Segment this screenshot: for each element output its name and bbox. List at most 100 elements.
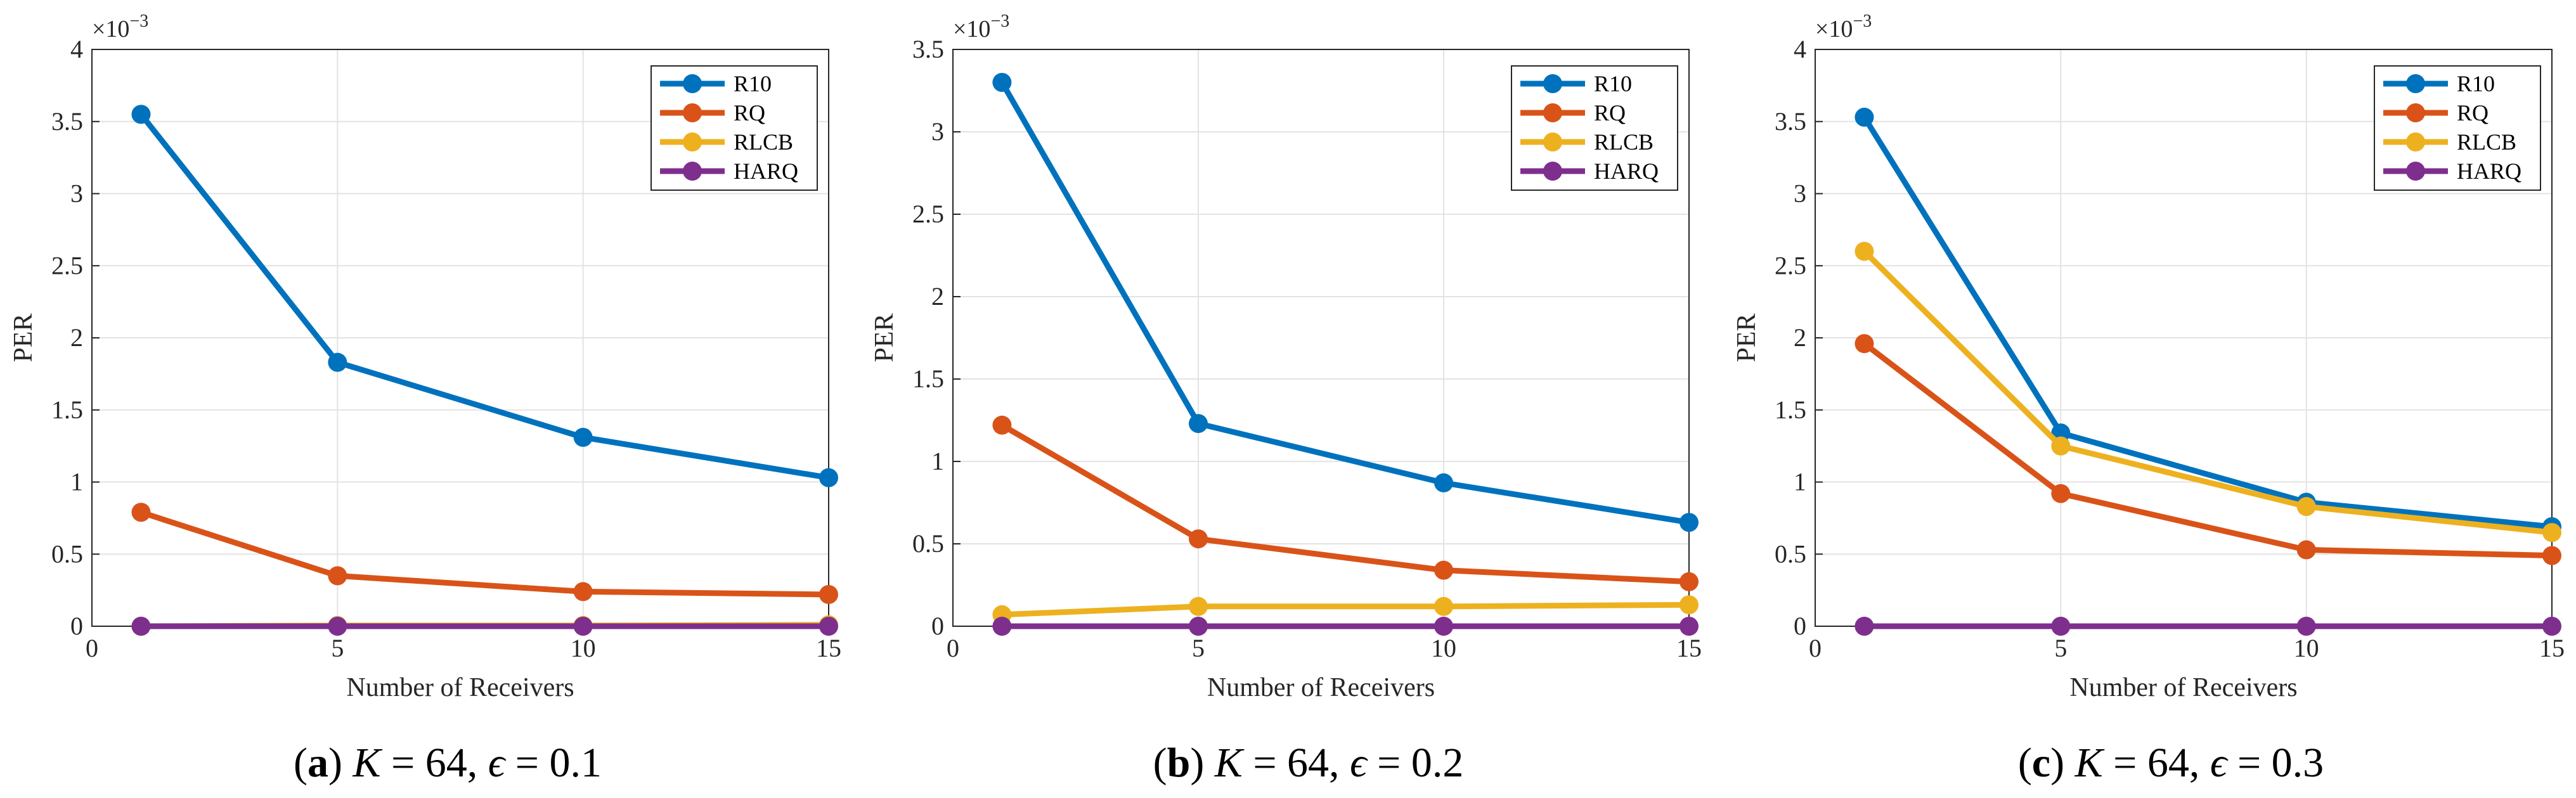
- data-point-r10: [819, 468, 838, 487]
- legend-label: R10: [734, 71, 772, 96]
- y-tick-label: 3.5: [912, 35, 944, 63]
- caption-panel-label: a: [307, 740, 328, 786]
- legend-label: HARQ: [734, 158, 798, 184]
- series-line-rq: [999, 422, 1692, 585]
- x-axis-label: Number of Receivers: [1207, 673, 1435, 702]
- data-point-harq: [2542, 617, 2561, 636]
- series-rq: [1854, 334, 2561, 565]
- y-tick-label: 0.5: [912, 529, 944, 558]
- legend-label: RQ: [1594, 100, 1626, 125]
- series-rq: [992, 415, 1699, 591]
- legend-item-r10: R10: [2383, 71, 2495, 96]
- y-tick-label: 3.5: [51, 107, 83, 136]
- data-point-harq: [1854, 617, 1874, 636]
- legend-swatch-marker: [1543, 103, 1562, 122]
- caption-panel-label: c: [2032, 740, 2050, 786]
- x-tick-label: 15: [1676, 634, 1702, 662]
- caption-part: ϵ: [2210, 740, 2229, 786]
- series-r10: [131, 105, 838, 487]
- data-point-rq: [992, 415, 1012, 435]
- series-line-r10: [1861, 114, 2555, 530]
- x-tick-label: 10: [571, 634, 596, 662]
- x-tick-label: 0: [947, 634, 959, 662]
- data-point-rq: [131, 503, 151, 522]
- caption-part: K: [2074, 740, 2105, 786]
- y-tick-label: 0: [931, 612, 944, 640]
- y-tick-label: 2.5: [1775, 251, 1806, 280]
- x-tick-label: 0: [1809, 634, 1822, 662]
- y-tick-label: 0: [1794, 612, 1806, 640]
- data-point-rlcb: [1680, 595, 1699, 615]
- y-tick-label: 0.5: [51, 539, 83, 568]
- series-harq: [992, 617, 1699, 636]
- y-tick-label: 1: [1794, 468, 1806, 496]
- x-tick-label: 10: [1431, 634, 1456, 662]
- data-point-rq: [1434, 560, 1453, 580]
- series-line-r10: [138, 111, 832, 481]
- data-point-harq: [1434, 617, 1453, 636]
- multiplier-exponent: −3: [990, 11, 1009, 31]
- y-tick-label: 3.5: [1775, 107, 1806, 136]
- y-tick-label: 2: [931, 282, 944, 311]
- caption-part: ϵ: [1350, 740, 1368, 786]
- legend-swatch-marker: [683, 103, 702, 122]
- x-tick-label: 5: [1192, 634, 1205, 662]
- data-point-rlcb: [1434, 596, 1453, 616]
- legend-swatch-marker: [1543, 132, 1562, 151]
- data-point-r10: [992, 73, 1012, 92]
- legend-item-rlcb: RLCB: [660, 129, 793, 155]
- series-rlcb: [1854, 241, 2561, 543]
- y-tick-label: 1.5: [1775, 396, 1806, 424]
- y-tick-label: 3: [70, 179, 83, 208]
- data-point-r10: [1854, 107, 1874, 127]
- caption-part: = 64,: [2103, 740, 2210, 786]
- caption-paren-close: ): [1190, 740, 1214, 786]
- chart-panel-b: 0 5 10 15 0 0.5 1 1.5 2 2.5 3 3.5 ×10−3 Number of Rec…: [870, 11, 1702, 786]
- series-rq: [131, 503, 838, 604]
- legend-label: R10: [1594, 71, 1632, 96]
- legend-item-rq: RQ: [2383, 100, 2489, 125]
- y-tick-label: 1: [931, 447, 944, 475]
- y-tick-label: 2.5: [51, 251, 83, 280]
- legend-label: HARQ: [2457, 158, 2521, 184]
- caption-part: = 0.3: [2227, 740, 2324, 786]
- y-tick-label: 1.5: [912, 364, 944, 393]
- legend: R10 RQ RLCB HARQ: [2374, 65, 2541, 191]
- data-point-r10: [131, 105, 151, 124]
- data-point-r10: [1189, 414, 1208, 434]
- y-tick-label: 0: [70, 612, 83, 640]
- legend-swatch-marker: [683, 132, 702, 151]
- y-tick-label: 2: [1794, 323, 1806, 352]
- legend-swatch-marker: [2406, 74, 2425, 93]
- caption-part: ϵ: [488, 740, 507, 786]
- y-tick-label: 2: [70, 323, 83, 352]
- data-point-r10: [1680, 513, 1699, 532]
- axis-multiplier: ×10−3: [953, 11, 1009, 42]
- caption-paren-open: (: [2018, 740, 2032, 786]
- multiplier-exponent: −3: [1853, 11, 1872, 31]
- legend-label: RQ: [2457, 100, 2489, 125]
- series-line-rlcb: [1861, 248, 2555, 536]
- data-point-rq: [1680, 572, 1699, 591]
- data-point-harq: [131, 617, 151, 636]
- legend-item-rq: RQ: [660, 100, 765, 125]
- multiplier-base: ×10: [1815, 16, 1853, 42]
- series-harq: [131, 617, 838, 636]
- x-tick-label: 15: [2539, 634, 2565, 662]
- legend-label: RLCB: [2457, 129, 2516, 155]
- legend: R10 RQ RLCB HARQ: [1511, 65, 1678, 191]
- data-point-rq: [2051, 484, 2071, 503]
- multiplier-base: ×10: [92, 16, 129, 42]
- legend-item-rq: RQ: [1520, 100, 1626, 125]
- legend-item-r10: R10: [1520, 71, 1632, 96]
- data-point-rlcb: [2542, 523, 2561, 543]
- y-tick-label: 3: [1794, 179, 1806, 208]
- data-point-rq: [1189, 529, 1208, 549]
- series-r10: [992, 73, 1699, 532]
- caption-part: K: [352, 740, 382, 786]
- data-point-harq: [2051, 617, 2071, 636]
- series-line-rlcb: [999, 602, 1692, 618]
- data-point-rlcb: [2296, 497, 2316, 517]
- legend-swatch-marker: [683, 162, 702, 181]
